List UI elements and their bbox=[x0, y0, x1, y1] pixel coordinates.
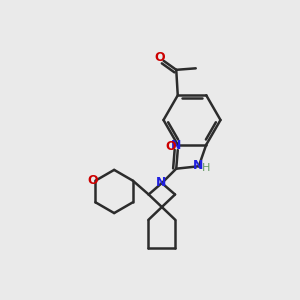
Text: N: N bbox=[156, 176, 167, 189]
Text: H: H bbox=[202, 163, 210, 173]
Text: O: O bbox=[166, 140, 176, 153]
Text: O: O bbox=[155, 51, 165, 64]
Text: N: N bbox=[171, 139, 181, 152]
Text: N: N bbox=[193, 160, 203, 172]
Text: O: O bbox=[88, 174, 98, 187]
